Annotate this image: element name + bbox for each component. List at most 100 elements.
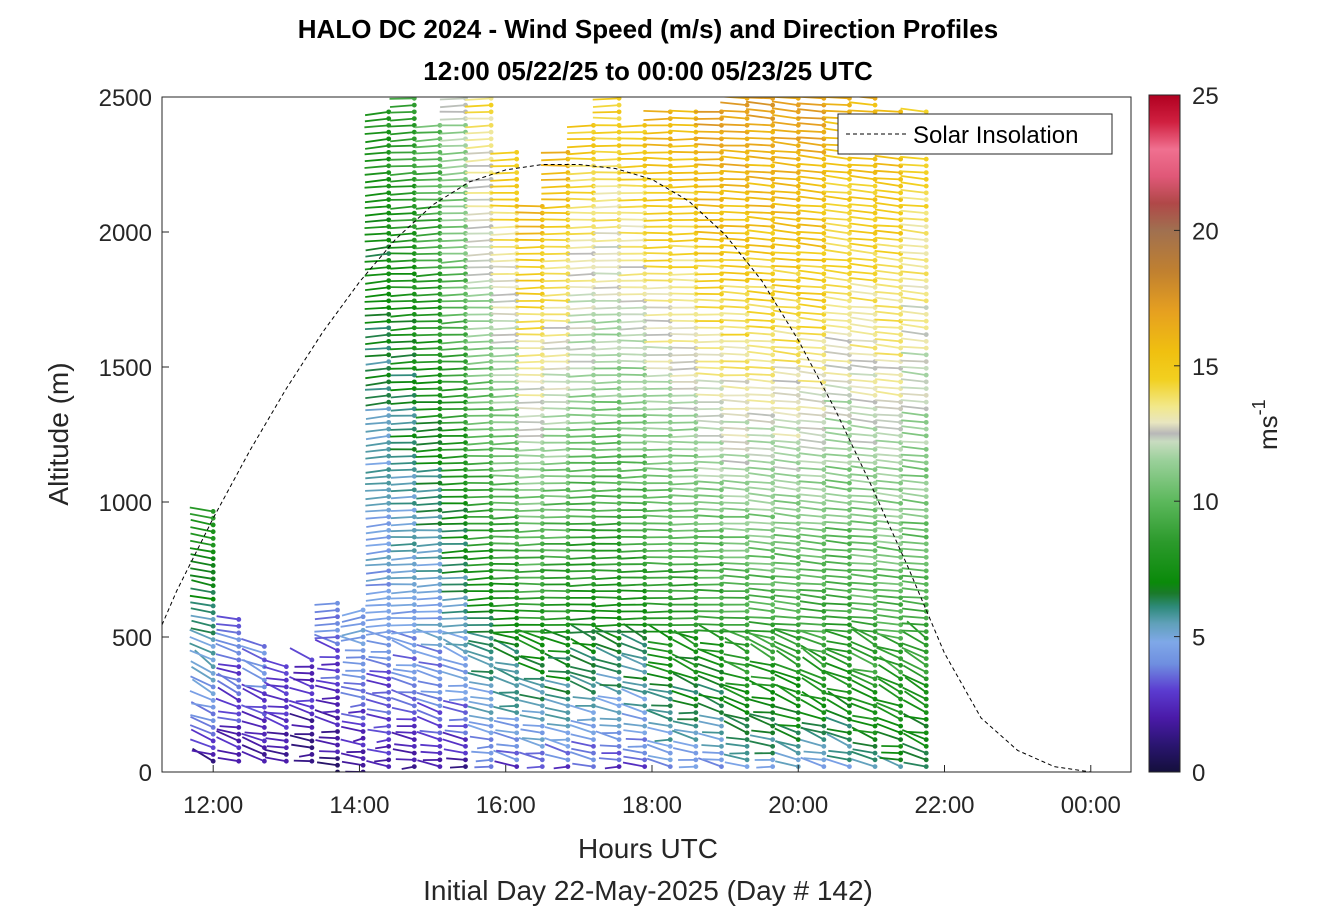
wind-barb-point [923, 460, 929, 466]
wind-barb-point [360, 742, 366, 748]
wind-barb-point [360, 749, 366, 755]
wind-barb [440, 266, 466, 269]
wind-barb-point [642, 730, 648, 736]
wind-barb [826, 698, 850, 714]
wind-barb-point [514, 689, 520, 695]
wind-barb [465, 401, 492, 404]
wind-barb [364, 353, 389, 358]
wind-barb-point [386, 237, 392, 243]
wind-barb-point [335, 756, 340, 761]
wind-barb [441, 414, 466, 419]
wind-barb [570, 733, 594, 741]
wind-barb [669, 109, 696, 113]
wind-barb-point [847, 453, 852, 459]
wind-barb-point [847, 298, 852, 304]
wind-barb [672, 658, 697, 673]
wind-barb-point [821, 284, 827, 290]
wind-barb-point [210, 603, 216, 609]
wind-barb [620, 617, 645, 621]
wind-barb [850, 628, 876, 633]
wind-barb [900, 378, 927, 383]
wind-barb-point [719, 575, 724, 580]
wind-barb-point [463, 764, 468, 769]
wind-barb-point [847, 595, 852, 601]
wind-barb [364, 144, 389, 150]
wind-barb [241, 658, 265, 668]
wind-barb [646, 757, 671, 768]
wind-barb [645, 528, 671, 532]
wind-barb-point [744, 723, 750, 729]
wind-barb [799, 607, 824, 613]
wind-barb [669, 244, 696, 248]
wind-barb-point [770, 602, 776, 607]
wind-barb-point [642, 656, 648, 661]
wind-barb-point [283, 718, 289, 724]
wind-barb-point [411, 109, 417, 115]
wind-barb [420, 743, 440, 748]
wind-barb [491, 474, 517, 478]
wind-barb [849, 473, 876, 478]
wind-barb [671, 690, 697, 700]
wind-barb [798, 513, 824, 518]
wind-barb-point [847, 197, 852, 203]
wind-barb-point [898, 764, 904, 769]
wind-barb-point [770, 764, 776, 769]
wind-barb-point [411, 757, 417, 763]
wind-barb [825, 623, 850, 626]
wind-barb-point [437, 440, 443, 445]
wind-barb-point [898, 703, 904, 709]
wind-barb [646, 743, 671, 754]
wind-barb [824, 453, 850, 457]
wind-barb-point [616, 102, 622, 108]
wind-barb-point [872, 548, 878, 553]
wind-barb [440, 259, 466, 264]
wind-barb [390, 407, 415, 412]
wind-barb [415, 239, 440, 243]
wind-barb-point [719, 723, 724, 729]
wind-barb-point [463, 507, 468, 513]
wind-barb [696, 615, 722, 619]
wind-barb-point [488, 710, 494, 715]
wind-barb [874, 177, 901, 181]
wind-barb [724, 641, 748, 646]
wind-barb-point [488, 696, 494, 702]
wind-barb [440, 374, 466, 377]
wind-barb-point [411, 507, 417, 513]
wind-barb-point [210, 522, 216, 528]
wind-barb [643, 218, 671, 222]
wind-barb-point [360, 769, 366, 772]
wind-barb-point [770, 710, 776, 715]
wind-barb-point [335, 641, 340, 647]
wind-barb [390, 360, 415, 365]
wind-barb [798, 370, 824, 376]
wind-barb-point [923, 156, 929, 162]
wind-barb [442, 638, 466, 653]
wind-barb [643, 204, 671, 208]
wind-barb-point [411, 737, 417, 742]
wind-barb [619, 339, 645, 343]
wind-barb [465, 131, 492, 135]
wind-barb-point [616, 527, 622, 533]
wind-barb-point [463, 629, 468, 634]
wind-barb-point [923, 237, 929, 243]
wind-barb-point [309, 718, 315, 724]
wind-barb-point [847, 500, 852, 506]
wind-barb [441, 482, 466, 486]
wind-barb-point [770, 203, 776, 209]
wind-barb [516, 461, 543, 465]
wind-barb [644, 333, 671, 336]
wind-barb [746, 297, 773, 302]
wind-barb [672, 720, 697, 727]
wind-barb [440, 137, 466, 142]
wind-barb [798, 397, 824, 403]
wind-barb-point [411, 230, 417, 236]
wind-barb [190, 567, 214, 574]
wind-barb [694, 279, 722, 283]
wind-barb-point [335, 634, 340, 640]
wind-barb [415, 340, 440, 344]
wind-barb [314, 709, 338, 719]
wind-barb [849, 277, 876, 282]
wind-barb [441, 529, 466, 533]
wind-barb [644, 286, 671, 290]
wind-barb [593, 279, 620, 283]
